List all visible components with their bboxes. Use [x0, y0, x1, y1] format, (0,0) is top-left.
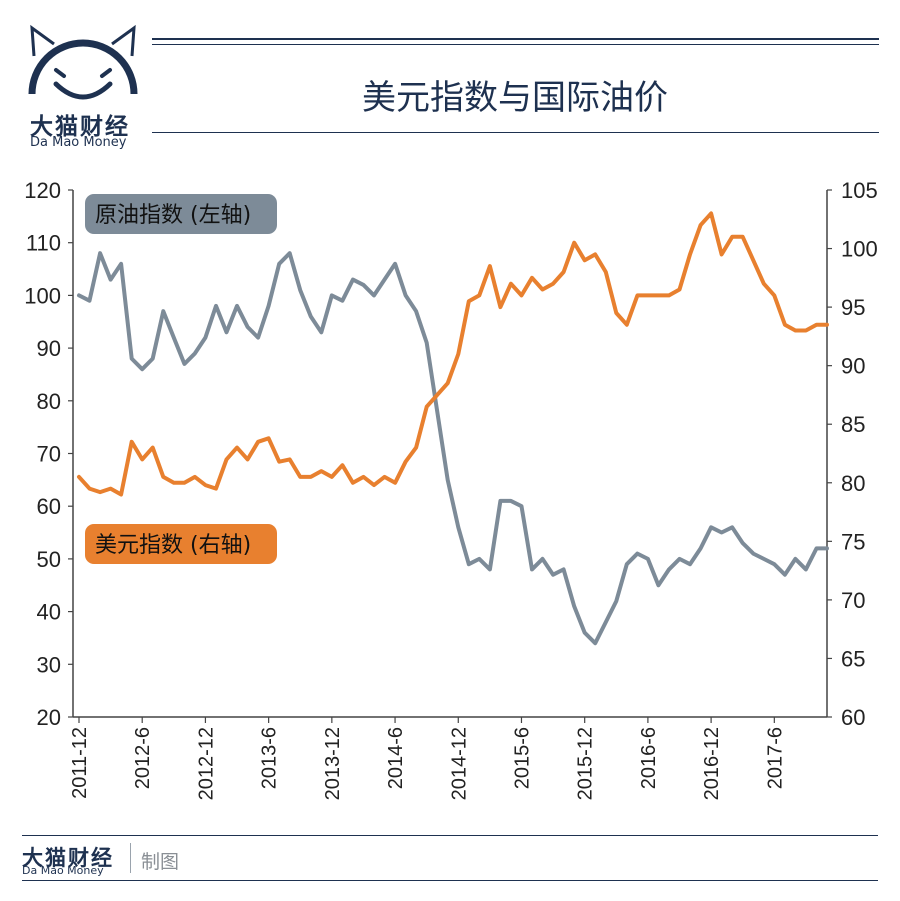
- left-tick-label: 60: [37, 494, 61, 519]
- footer-rule-bottom: [22, 880, 878, 881]
- brand-logo: 大猫财经 Da Mao Money: [18, 22, 148, 152]
- legend-oil-box: [85, 194, 277, 234]
- x-tick-label: 2012-12: [195, 727, 217, 800]
- left-tick-label: 20: [37, 705, 61, 730]
- x-tick-label: 2016-12: [701, 727, 723, 800]
- left-tick-label: 120: [24, 178, 61, 203]
- x-tick-label: 2014-6: [385, 727, 407, 789]
- footer-rule-top: [22, 835, 878, 836]
- left-tick-label: 70: [37, 442, 61, 467]
- header-rule-top: [152, 38, 879, 40]
- cat-face-icon: [28, 24, 138, 100]
- footer-brand: 大猫财经: [22, 846, 114, 870]
- x-tick-label: 2016-6: [638, 727, 660, 789]
- x-tick-label: 2013-6: [259, 727, 281, 789]
- right-tick-label: 75: [841, 529, 865, 554]
- x-tick-label: 2012-6: [132, 727, 154, 789]
- x-tick-label: 2011-12: [69, 727, 91, 799]
- right-tick-label: 85: [841, 412, 865, 437]
- x-tick-label: 2013-12: [322, 727, 344, 800]
- right-tick-label: 90: [841, 354, 865, 379]
- right-tick-label: 60: [841, 705, 865, 730]
- legend-oil-label: 原油指数 (左轴): [95, 203, 251, 228]
- usd-index-line: [77, 211, 829, 497]
- left-tick-label: 110: [26, 231, 61, 256]
- x-tick-label: 2017-6: [764, 727, 786, 789]
- left-tick-label: 90: [37, 336, 61, 361]
- left-tick-label: 80: [37, 389, 61, 414]
- footer-brand-en: Da Mao Money: [22, 864, 104, 877]
- axes: 20 30 40 50 60 70 80 90 100 110 120 60 65 70 75 80 85 90 9…: [24, 178, 877, 800]
- oil-index-line: [77, 251, 829, 646]
- header-rule-top-2: [152, 44, 879, 45]
- right-tick-label: 95: [841, 295, 865, 320]
- x-tick-label: 2015-12: [575, 727, 597, 800]
- brand-name-en: Da Mao Money: [30, 135, 127, 150]
- legend-usd-label: 美元指数 (右轴): [95, 533, 251, 558]
- chart-title: 美元指数与国际油价: [362, 78, 668, 118]
- left-tick-label: 50: [37, 547, 61, 572]
- right-tick-label: 105: [841, 178, 878, 203]
- header-rule-bottom: [152, 132, 879, 133]
- x-tick-label: 2015-6: [511, 727, 533, 789]
- right-tick-label: 70: [841, 588, 865, 613]
- right-tick-label: 65: [841, 646, 865, 671]
- legend-usd-box: [85, 524, 277, 564]
- legend-layer: 原油指数 (左轴) 美元指数 (右轴): [85, 194, 277, 564]
- left-tick-label: 40: [37, 600, 61, 625]
- footer-separator: [130, 843, 131, 873]
- right-tick-label: 100: [841, 237, 878, 262]
- left-tick-label: 30: [37, 652, 61, 677]
- series-layer: [77, 211, 829, 646]
- left-tick-label: 100: [24, 283, 61, 308]
- footer-made-by: 制图: [141, 851, 180, 873]
- brand-name: 大猫财经: [30, 114, 130, 140]
- right-tick-label: 80: [841, 471, 865, 496]
- x-tick-label: 2014-12: [448, 727, 470, 800]
